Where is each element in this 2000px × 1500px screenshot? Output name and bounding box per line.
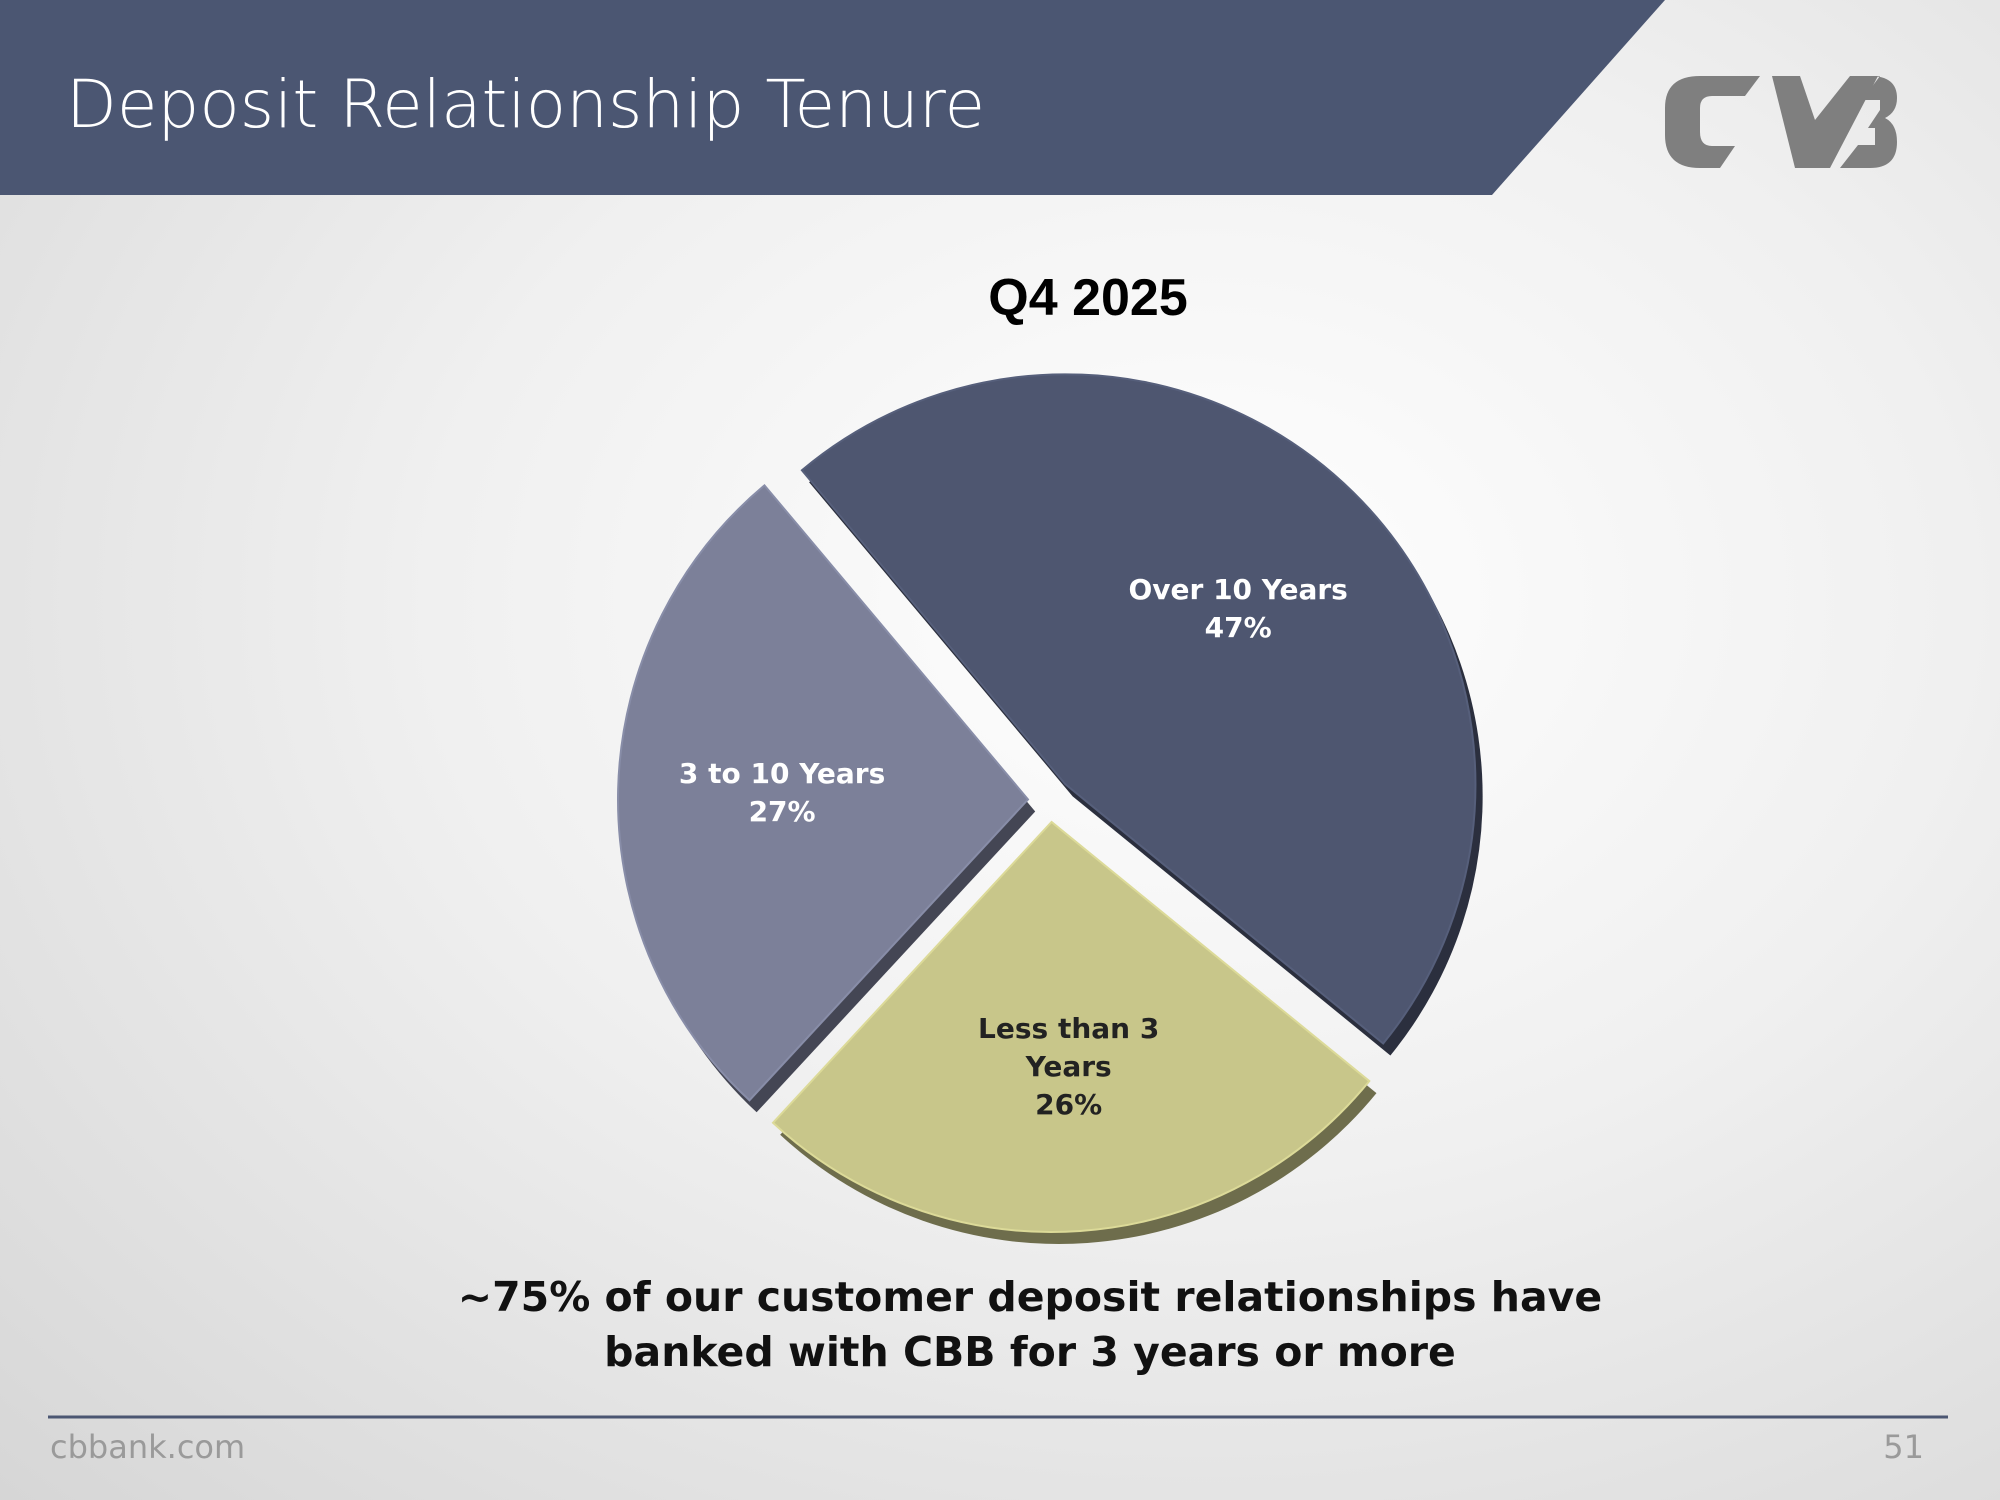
- header-band: [0, 0, 1665, 195]
- slice-category: 3 to 10 Years: [678, 757, 886, 791]
- slice-value: 26%: [1035, 1088, 1103, 1122]
- slice: [800, 373, 1477, 1045]
- chart-title: Q4 2025: [988, 269, 1188, 327]
- slice-label: Over 10 Years 47%: [1118, 571, 1358, 647]
- slice-value: 27%: [748, 795, 816, 829]
- slide-title: Deposit Relationship Tenure: [66, 66, 986, 143]
- slice-category: Over 10 Years: [1128, 573, 1348, 607]
- caption: ~75% of our customer deposit relationshi…: [457, 1273, 1603, 1376]
- slice-value: 47%: [1204, 611, 1272, 645]
- logo: [1665, 76, 1897, 168]
- slice-category: Less than 3 Years: [978, 1012, 1160, 1084]
- footer-website: cbbank.com: [50, 1428, 246, 1466]
- slice-label: Less than 3 Years 26%: [949, 1010, 1189, 1124]
- page-number: 51: [1883, 1428, 1924, 1466]
- slice: [617, 483, 1030, 1102]
- slice: [771, 820, 1371, 1233]
- slice-label: 3 to 10 Years 27%: [662, 755, 902, 831]
